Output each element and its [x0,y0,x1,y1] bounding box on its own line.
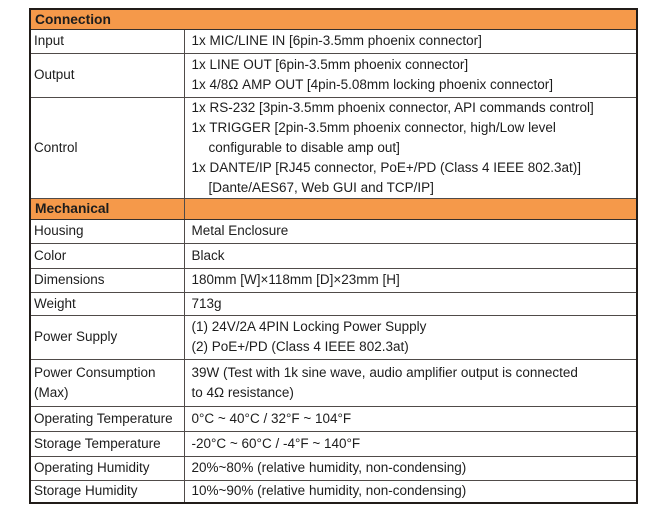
table-row-operating-temperature: Operating Temperature 0°C ~ 40°C / 32°F … [29,405,638,432]
row-value-text: -20°C ~ 60°C / -4°F ~ 140°F [191,435,361,451]
row-label-text: Weight [34,295,76,311]
row-value: 1x LINE OUT [6pin-3.5mm phoenix connecto… [183,52,638,98]
row-value-text: 39W (Test with 1k sine wave, audio ampli… [191,364,578,380]
table-row-input: Input 1x MIC/LINE IN [6pin-3.5mm phoenix… [29,28,638,54]
row-label-text: Operating Humidity [34,460,150,475]
row-label: Housing [29,218,185,244]
row-value: 0°C ~ 40°C / 32°F ~ 104°F [183,405,638,432]
row-label-text: Storage Temperature [34,435,161,451]
row-value: (1) 24V/2A 4PIN Locking Power Supply (2)… [183,314,638,360]
row-label-text: Dimensions [34,272,105,287]
row-value-text: 1x TRIGGER [2pin-3.5mm phoenix connector… [191,119,556,135]
row-value: Metal Enclosure [183,218,638,244]
row-label-text: Power Consumption [34,364,156,380]
table-row-color: Color Black [29,242,638,269]
row-value: Black [183,242,638,269]
table-row-storage-temperature: Storage Temperature -20°C ~ 60°C / -4°F … [29,430,638,457]
spec-table: Connection Input 1x MIC/LINE IN [6pin-3.… [29,8,639,504]
row-label: Color [29,242,185,269]
table-row-housing: Housing Metal Enclosure [29,218,638,244]
row-value-text: 1x DANTE/IP [RJ45 connector, PoE+/PD (Cl… [191,159,582,175]
row-value: 39W (Test with 1k sine wave, audio ampli… [183,358,638,407]
row-label: Storage Humidity [29,479,185,504]
row-value: 10%~90% (relative humidity, non-condensi… [183,479,638,504]
row-value-text: to 4Ω resistance) [191,384,294,400]
row-label: Weight [29,291,185,316]
section-header-connection: Connection [29,8,638,30]
table-row-power-supply: Power Supply (1) 24V/2A 4PIN Locking Pow… [29,314,638,360]
row-value: 1x MIC/LINE IN [6pin-3.5mm phoenix conne… [183,28,638,54]
row-value: 180mm [W]×118mm [D]×23mm [H] [183,267,638,293]
section-title: Connection [35,11,111,27]
row-value-text: (1) 24V/2A 4PIN Locking Power Supply [191,319,427,334]
row-value-text: 1x LINE OUT [6pin-3.5mm phoenix connecto… [191,57,469,72]
row-value-text: configurable to disable amp out] [208,139,400,155]
row-value-text: Metal Enclosure [191,223,289,238]
section-header-mechanical: Mechanical [29,197,638,220]
row-value-text: Black [191,247,225,263]
section-title: Mechanical [35,201,110,216]
row-label: Output [29,52,185,98]
row-value-text: (2) PoE+/PD (Class 4 IEEE 802.3at) [191,339,409,354]
row-label: Power Consumption (Max) [29,358,185,407]
table-row-control: Control 1x RS-232 [3pin-3.5mm phoenix co… [29,96,638,199]
row-label-text: Housing [34,223,84,238]
row-label-text: (Max) [34,384,69,400]
row-value-text: 1x MIC/LINE IN [6pin-3.5mm phoenix conne… [191,33,482,48]
row-value: 713g [183,291,638,316]
row-value: 1x RS-232 [3pin-3.5mm phoenix connector,… [183,96,638,199]
row-label-text: Storage Humidity [34,483,138,499]
row-value-text: 10%~90% (relative humidity, non-condensi… [191,483,467,499]
row-label-text: Operating Temperature [34,410,173,426]
row-value-text: 180mm [W]×118mm [D]×23mm [H] [191,272,400,287]
row-value: -20°C ~ 60°C / -4°F ~ 140°F [183,430,638,457]
row-label: Operating Temperature [29,405,185,432]
row-label: Storage Temperature [29,430,185,457]
row-label-text: Power Supply [34,329,118,344]
row-label: Input [29,28,185,54]
row-value-text: 1x 4/8Ω AMP OUT [4pin-5.08mm locking pho… [191,77,554,92]
row-value-text: 0°C ~ 40°C / 32°F ~ 104°F [191,410,352,426]
row-label-text: Color [34,247,67,263]
row-label: Dimensions [29,267,185,293]
row-label: Control [29,96,185,199]
table-row-dimensions: Dimensions 180mm [W]×118mm [D]×23mm [H] [29,267,638,293]
row-value-text: 713g [191,295,222,311]
row-label: Operating Humidity [29,455,185,481]
row-label-text: Input [34,33,65,48]
row-value-text: 1x RS-232 [3pin-3.5mm phoenix connector,… [191,99,594,115]
table-row-operating-humidity: Operating Humidity 20%~80% (relative hum… [29,455,638,481]
row-value-text: 20%~80% (relative humidity, non-condensi… [191,460,467,475]
table-row-power-consumption: Power Consumption (Max) 39W (Test with 1… [29,358,638,407]
row-value: 20%~80% (relative humidity, non-condensi… [183,455,638,481]
row-label: Power Supply [29,314,185,360]
table-row-output: Output 1x LINE OUT [6pin-3.5mm phoenix c… [29,52,638,98]
row-label-text: Control [34,139,78,155]
row-value-text: [Dante/AES67, Web GUI and TCP/IP] [208,179,434,195]
table-row-storage-humidity: Storage Humidity 10%~90% (relative humid… [29,479,638,504]
section-header-spacer [183,197,638,220]
table-row-weight: Weight 713g [29,291,638,316]
row-label-text: Output [34,67,75,82]
